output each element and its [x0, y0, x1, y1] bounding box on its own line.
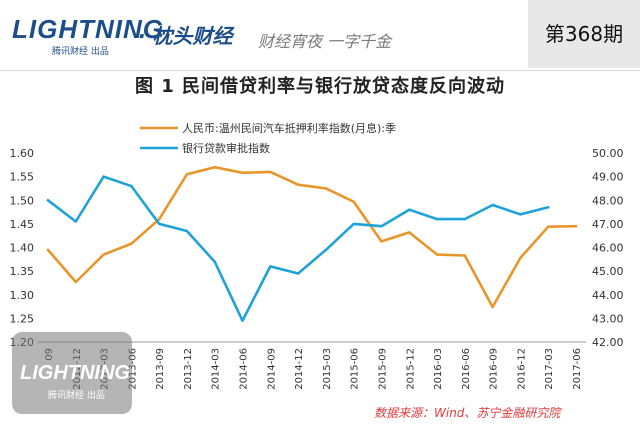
lending-rate-point	[547, 225, 550, 228]
lending-rate-point	[213, 166, 216, 169]
approval-index-point	[46, 199, 50, 202]
x-tick-label: 2013-09	[155, 348, 166, 390]
lending-rate-point	[435, 253, 439, 256]
brand-subtitle: 腾讯财经 出品	[52, 47, 109, 57]
approval-index-point	[185, 229, 189, 233]
left-y-tick-label: 1.45	[10, 218, 35, 231]
x-tick-label: 2015-06	[350, 348, 361, 390]
lending-rate-point	[46, 248, 50, 252]
chart-title: 图 1 民间借贷利率与银行放贷态度反向波动	[134, 76, 506, 97]
left-y-tick-label: 1.35	[10, 265, 35, 278]
x-tick-label: 2014-09	[266, 348, 277, 390]
lending-rate-point	[352, 200, 355, 203]
approval-index-point	[296, 272, 300, 275]
lending-rate-point	[74, 280, 78, 284]
approval-index-point	[158, 222, 161, 226]
lending-rate-point	[408, 231, 411, 234]
lending-rate-point	[185, 173, 189, 176]
lending-rate-point	[296, 183, 300, 186]
lending-rate-point	[491, 305, 494, 309]
x-tick-label: 2016-12	[516, 348, 527, 390]
x-tick-label: 2015-12	[405, 348, 416, 390]
issue-number: 第368期	[544, 22, 624, 46]
left-y-tick-label: 1.55	[10, 171, 35, 184]
watermark-brand: LIGHTNING	[20, 362, 130, 384]
lending-rate-point	[130, 242, 133, 245]
approval-index-point	[269, 265, 272, 268]
left-y-tick-label: 1.50	[10, 194, 35, 207]
approval-index-point	[352, 222, 355, 226]
x-tick-label: 2017-06	[572, 348, 583, 390]
left-y-tick-label: 1.60	[10, 147, 35, 160]
header-divider	[0, 70, 640, 71]
lending-rate-point	[380, 240, 383, 243]
approval-index-point	[408, 208, 411, 211]
right-y-tick-label: 48.00	[592, 194, 624, 207]
right-y-tick-label: 44.00	[592, 289, 624, 302]
lending-rate-point	[158, 218, 161, 221]
approval-index-point	[435, 217, 439, 221]
watermark: LIGHTNING 腾讯财经 出品	[12, 332, 132, 414]
approval-index-point	[241, 319, 244, 322]
right-y-tick-label: 50.00	[592, 147, 624, 160]
right-y-tick-label: 46.00	[592, 242, 624, 255]
x-tick-label: 2016-03	[433, 348, 444, 390]
approval-index-point	[380, 225, 383, 228]
lending-rate-point	[241, 171, 244, 174]
approval-index-point	[519, 213, 522, 216]
data-source-note: 数据来源：Wind、苏宁金融研究院	[374, 406, 561, 420]
approval-index-point	[491, 203, 494, 207]
header-banner: LIGHTNING 腾讯财经 出品 · 枕头财经 财经宵夜 一字千金 第368期	[0, 0, 640, 70]
chart-legend: 人民币:温州民间汽车抵押利率指数(月息):季 银行贷款审批指数	[140, 121, 396, 155]
x-tick-label: 2015-09	[377, 348, 388, 390]
right-y-tick-label: 43.00	[592, 312, 624, 325]
series-line-lending-rate	[46, 165, 578, 309]
approval-index-point	[102, 175, 105, 178]
lending-rate-point	[324, 187, 328, 190]
slogan: 财经宵夜 一字千金	[258, 32, 392, 51]
right-y-tick-label: 47.00	[592, 218, 624, 231]
x-tick-label: 2016-06	[461, 348, 472, 390]
lending-rate-point	[519, 256, 522, 260]
series-line-approval-index	[46, 175, 550, 322]
approval-index-point	[130, 184, 133, 188]
right-y-tick-label: 45.00	[592, 265, 624, 278]
right-y-axis: 42.00 43.00 44.00 45.00 46.00 47.00 48.00 49.00…	[592, 147, 624, 349]
x-tick-label: 2016-09	[489, 348, 500, 390]
brand-logo: LIGHTNING	[12, 14, 164, 44]
x-tick-label: 2015-03	[322, 348, 333, 390]
legend-label-approval-index: 银行贷款审批指数	[182, 141, 270, 155]
issue-box: 第368期	[528, 0, 640, 68]
legend-label-lending-rate: 人民币:温州民间汽车抵押利率指数(月息):季	[182, 121, 396, 135]
x-tick-label: 2017-03	[544, 348, 555, 390]
x-tick-label: 2014-06	[239, 348, 250, 390]
approval-index-point	[213, 260, 216, 263]
x-tick-label: 2013-12	[183, 348, 194, 390]
left-y-tick-label: 1.25	[10, 312, 35, 325]
approval-index-point	[74, 220, 78, 223]
lending-rate-point	[463, 254, 466, 257]
dual-axis-line-chart: 人民币:温州民间汽车抵押利率指数(月息):季 银行贷款审批指数 1.201.25…	[10, 121, 624, 390]
x-tick-label: 2013-06	[127, 348, 138, 390]
brand-chinese-name: · 枕头财经	[138, 24, 233, 48]
lending-rate-point	[574, 225, 578, 228]
lending-rate-point	[269, 170, 272, 174]
watermark-subtitle: 腾讯财经 出品	[48, 391, 105, 401]
left-y-tick-label: 1.30	[10, 289, 35, 302]
left-y-tick-label: 1.40	[10, 242, 35, 255]
series-group	[46, 165, 578, 322]
approval-index-point	[547, 206, 550, 209]
left-y-axis: 1.201.251.301.351.401.451.501.551.60	[10, 147, 35, 349]
approval-index-point	[463, 217, 466, 221]
right-y-tick-label: 49.00	[592, 171, 624, 184]
x-tick-label: 2014-03	[211, 348, 222, 390]
x-tick-label: 2014-12	[294, 348, 305, 390]
approval-index-point	[324, 248, 328, 252]
lending-rate-point	[102, 253, 105, 256]
right-y-tick-label: 42.00	[592, 336, 624, 349]
